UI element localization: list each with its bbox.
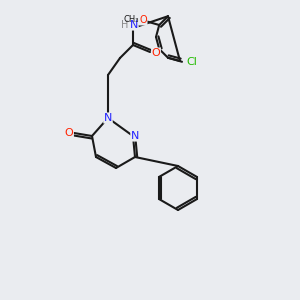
Text: Cl: Cl bbox=[187, 57, 197, 67]
Text: O: O bbox=[152, 48, 160, 58]
Text: H: H bbox=[121, 20, 129, 30]
Text: N: N bbox=[104, 113, 112, 123]
Text: O: O bbox=[64, 128, 74, 138]
Text: O: O bbox=[140, 15, 147, 25]
Text: CH₃: CH₃ bbox=[124, 14, 139, 23]
Text: N: N bbox=[130, 20, 138, 30]
Text: N: N bbox=[131, 131, 139, 141]
